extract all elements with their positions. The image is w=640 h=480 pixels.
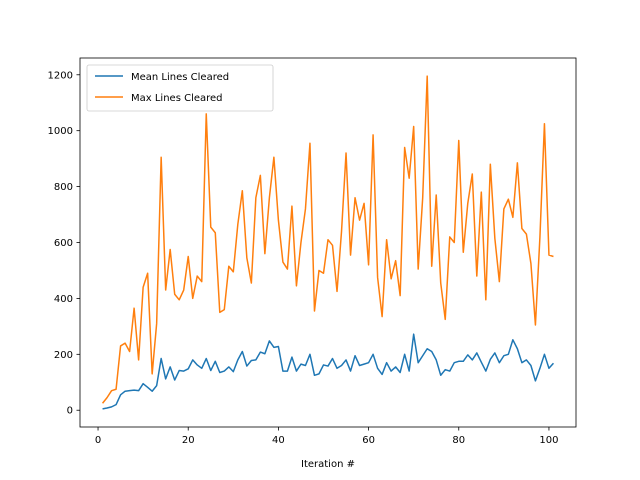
y-tick-label: 200 — [54, 350, 73, 361]
series-line-mean — [102, 333, 555, 410]
x-tick-label: 20 — [182, 435, 195, 446]
x-axis-label: Iteration # — [301, 459, 355, 470]
legend-label-max: Max Lines Cleared — [131, 93, 223, 104]
x-tick-label: 80 — [452, 435, 465, 446]
x-tick-label: 60 — [362, 435, 375, 446]
y-tick-label: 400 — [54, 294, 73, 305]
y-tick-label: 0 — [67, 406, 73, 417]
legend-label-mean: Mean Lines Cleared — [131, 72, 229, 83]
y-tick-label: 1000 — [48, 126, 73, 137]
series-line-max — [101, 75, 554, 404]
legend-box — [86, 64, 274, 112]
y-ticks: 0 200 400 600 800 1000 1200 — [48, 70, 80, 417]
y-tick-label: 800 — [54, 182, 73, 193]
series-layer — [101, 75, 555, 410]
legend: Mean Lines Cleared Max Lines Cleared — [86, 64, 274, 112]
x-tick-label: 0 — [95, 435, 101, 446]
y-tick-label: 600 — [54, 238, 73, 249]
x-ticks: 0 20 40 60 80 100 — [95, 427, 558, 446]
x-tick-label: 40 — [272, 435, 285, 446]
x-tick-label: 100 — [539, 435, 558, 446]
y-tick-label: 1200 — [48, 70, 73, 81]
